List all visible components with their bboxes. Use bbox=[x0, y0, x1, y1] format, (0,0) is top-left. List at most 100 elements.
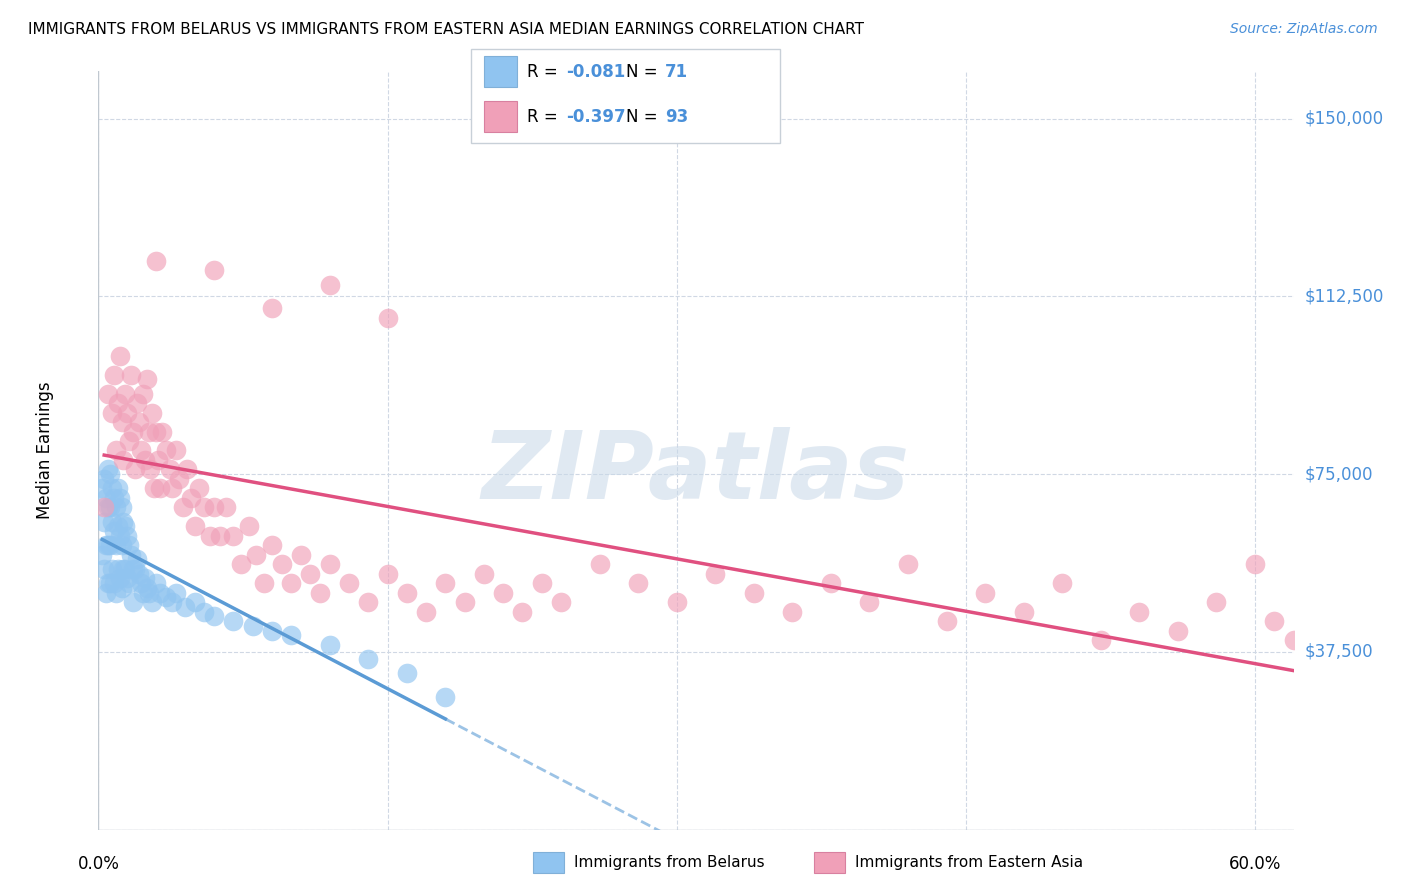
Point bbox=[149, 585, 172, 599]
Point bbox=[117, 571, 139, 585]
Point bbox=[229, 557, 252, 572]
Point bbox=[108, 491, 131, 505]
Point bbox=[222, 529, 245, 543]
Point bbox=[395, 666, 418, 681]
Point bbox=[129, 576, 152, 591]
Point bbox=[117, 529, 139, 543]
Point bbox=[103, 368, 125, 382]
Point bbox=[97, 538, 120, 552]
Point bbox=[377, 566, 399, 581]
Point bbox=[93, 562, 115, 576]
Point bbox=[132, 585, 155, 599]
Point bbox=[319, 638, 342, 652]
Point bbox=[122, 595, 145, 609]
Point bbox=[434, 690, 457, 704]
Text: 60.0%: 60.0% bbox=[1229, 855, 1281, 872]
Point bbox=[132, 386, 155, 401]
Point bbox=[337, 576, 360, 591]
Point bbox=[202, 263, 225, 277]
Point bbox=[627, 576, 650, 591]
Point bbox=[101, 405, 124, 420]
Point bbox=[858, 595, 880, 609]
Point bbox=[134, 453, 156, 467]
Point bbox=[125, 552, 148, 566]
Point bbox=[202, 609, 225, 624]
Point bbox=[128, 566, 150, 581]
Point bbox=[138, 585, 160, 599]
Point bbox=[108, 571, 131, 585]
Point bbox=[176, 462, 198, 476]
Point bbox=[588, 557, 610, 572]
Text: $150,000: $150,000 bbox=[1305, 110, 1384, 128]
Text: ZIPatlas: ZIPatlas bbox=[482, 427, 910, 519]
Point bbox=[110, 538, 132, 552]
Point bbox=[184, 519, 207, 533]
Point bbox=[180, 491, 202, 505]
Point bbox=[97, 462, 120, 476]
Point bbox=[98, 576, 121, 591]
Point bbox=[112, 453, 135, 467]
Point bbox=[309, 585, 332, 599]
Point bbox=[1263, 614, 1285, 628]
Point bbox=[530, 576, 553, 591]
Point bbox=[260, 624, 283, 638]
Point bbox=[103, 524, 125, 538]
Point bbox=[319, 557, 342, 572]
Point bbox=[160, 482, 183, 496]
Point bbox=[165, 585, 187, 599]
Point bbox=[242, 619, 264, 633]
Text: N =: N = bbox=[626, 108, 662, 126]
Point bbox=[98, 538, 121, 552]
Point bbox=[93, 500, 115, 515]
Point bbox=[148, 453, 170, 467]
Point bbox=[110, 581, 132, 595]
Point bbox=[155, 591, 177, 605]
Point bbox=[91, 482, 114, 496]
Point bbox=[134, 571, 156, 585]
Point bbox=[93, 515, 115, 529]
Text: 71: 71 bbox=[665, 62, 688, 81]
Point bbox=[704, 566, 727, 581]
Point bbox=[492, 585, 515, 599]
Text: IMMIGRANTS FROM BELARUS VS IMMIGRANTS FROM EASTERN ASIA MEDIAN EARNINGS CORRELAT: IMMIGRANTS FROM BELARUS VS IMMIGRANTS FR… bbox=[28, 22, 865, 37]
Point bbox=[94, 491, 117, 505]
Point bbox=[97, 576, 120, 591]
Text: 93: 93 bbox=[665, 108, 689, 126]
Point bbox=[1167, 624, 1189, 638]
Point bbox=[104, 443, 127, 458]
Point bbox=[290, 548, 312, 562]
Text: Median Earnings: Median Earnings bbox=[35, 382, 53, 519]
Point bbox=[118, 576, 141, 591]
Text: R =: R = bbox=[527, 108, 564, 126]
Point bbox=[1050, 576, 1073, 591]
Text: -0.397: -0.397 bbox=[567, 108, 626, 126]
Text: $75,000: $75,000 bbox=[1305, 465, 1374, 483]
Point bbox=[129, 443, 152, 458]
Point bbox=[253, 576, 276, 591]
Point bbox=[1205, 595, 1227, 609]
Text: $112,500: $112,500 bbox=[1305, 287, 1384, 305]
Point bbox=[260, 301, 283, 316]
Point bbox=[112, 515, 135, 529]
Point bbox=[104, 585, 127, 599]
Point bbox=[1012, 605, 1035, 619]
Point bbox=[149, 482, 172, 496]
Point bbox=[141, 595, 163, 609]
Point bbox=[98, 467, 121, 482]
Point bbox=[187, 482, 209, 496]
Point bbox=[114, 519, 136, 533]
Point bbox=[135, 372, 157, 386]
Point bbox=[103, 491, 125, 505]
Point bbox=[1244, 557, 1267, 572]
Point bbox=[108, 349, 131, 363]
Point bbox=[665, 595, 688, 609]
Point bbox=[174, 599, 197, 614]
Point bbox=[222, 614, 245, 628]
Point bbox=[138, 425, 160, 439]
Point bbox=[110, 415, 132, 429]
Point bbox=[260, 538, 283, 552]
Point bbox=[93, 472, 115, 486]
Point bbox=[172, 500, 194, 515]
Point bbox=[145, 425, 167, 439]
Point bbox=[1128, 605, 1150, 619]
